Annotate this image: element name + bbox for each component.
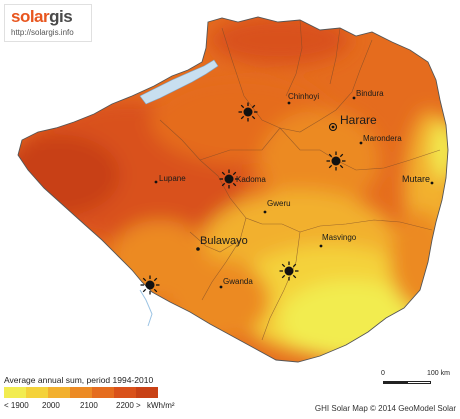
legend-swatch [70,387,92,398]
logo-brand-b: gis [49,7,73,26]
lake-kariba [139,59,219,105]
legend-unit: kWh/m² [147,401,175,410]
city-masvingo: Masvingo [319,233,357,248]
city-label-masvingo: Masvingo [322,233,357,242]
city-label-harare: Harare [340,113,377,127]
city-bulawayo: Bulawayo [196,235,248,251]
city-gwanda: Gwanda [219,277,253,289]
scale-zero-label: 0 [381,370,385,377]
legend-swatch [4,387,26,398]
city-bindura: Bindura [352,89,384,100]
legend-swatch [26,387,48,398]
sun-icon [238,102,258,122]
map-credit: GHI Solar Map © 2014 GeoModel Solar [314,404,456,413]
legend-label-2100: 2100 [80,401,98,410]
logo-url: http://solargis.info [11,28,74,37]
solargis-logo: solargis http://solargis.info [4,4,92,42]
country-border [17,16,449,363]
province-borders [159,19,441,341]
sun-icon [219,169,239,189]
city-lupane: Lupane [154,174,186,184]
sun-icon [326,151,346,171]
city-label-mutare: Mutare [402,174,430,184]
legend-swatch [114,387,136,398]
legend-swatch [92,387,114,398]
legend-color-scale [4,387,158,398]
city-label-lupane: Lupane [159,174,186,183]
legend-swatch [136,387,158,398]
irradiance-zones [18,17,448,362]
scale-bar-segment [407,381,431,384]
city-mutare: Mutare [402,174,434,185]
legend-labels: < 1900 2000 2100 2200 > kWh/m² [4,401,204,415]
city-kadoma: Kadoma [236,175,266,184]
city-marondera: Marondera [359,134,402,145]
city-harare: Harare [328,113,377,132]
legend-label-2000: 2000 [42,401,60,410]
map-svg: Harare Bulawayo Chinhoyi Bindura Maronde… [17,16,449,363]
city-chinhoyi: Chinhoyi [287,92,319,105]
scale-bar: 0 100 km [381,370,455,396]
city-label-kadoma: Kadoma [236,175,266,184]
city-label-bindura: Bindura [356,89,384,98]
solar-map: Harare Bulawayo Chinhoyi Bindura Maronde… [17,16,449,363]
city-label-chinhoyi: Chinhoyi [288,92,319,101]
logo-brand-a: solar [11,7,50,26]
sun-icon [279,261,299,281]
border-river [139,289,153,327]
city-label-gwanda: Gwanda [223,277,253,286]
sun-icon [140,275,160,295]
legend-label-2200: 2200 > [116,401,141,410]
legend-swatch [48,387,70,398]
legend-title: Average annual sum, period 1994-2010 [4,375,154,385]
city-label-gweru: Gweru [267,199,291,208]
logo-wordmark: solargis [11,7,73,27]
legend-label-1900: < 1900 [4,401,29,410]
city-gweru: Gweru [263,199,291,214]
scale-max-label: 100 km [427,370,450,377]
city-label-bulawayo: Bulawayo [200,235,248,247]
city-label-marondera: Marondera [363,134,402,143]
